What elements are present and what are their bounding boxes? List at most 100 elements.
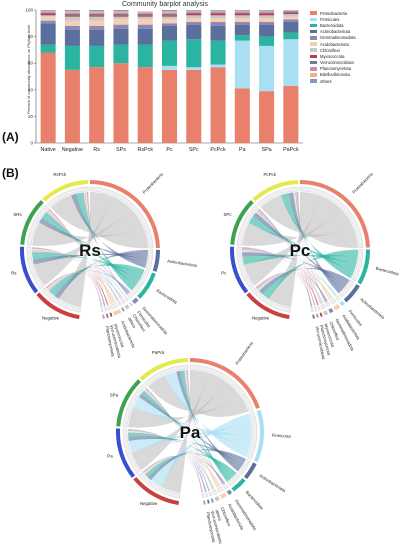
chord-ribbon <box>128 436 245 466</box>
chord-taxon-track <box>127 292 135 299</box>
legend-swatch <box>310 73 317 77</box>
bar-segment-verrucomicrobiota <box>40 12 56 14</box>
chord-taxon-track <box>132 269 150 295</box>
chord-taxon-track <box>124 296 129 302</box>
chord-taxon-label: Actinobacteriota <box>359 297 386 320</box>
bar-segment-chloroflexi <box>210 15 226 18</box>
chord-taxon-arc <box>253 409 264 463</box>
chord-taxon-label: Bacteroidota <box>375 266 400 277</box>
chord-sample-arc <box>36 292 80 320</box>
x-tick-label: SPa <box>261 147 271 153</box>
chord-taxon-track <box>317 305 321 311</box>
chord-sample-track <box>237 204 259 246</box>
chord-ribbon <box>48 270 131 293</box>
chord-taxon-label: others <box>127 316 137 329</box>
chord-diagrams: Negative Rs SRs RsPck Proteobacteria Actinoba… <box>11 171 400 545</box>
bar-segment-chloroflexi <box>283 13 299 17</box>
bar-segment-verrucomicrobiota <box>186 12 202 14</box>
chord-ribbon <box>288 192 342 294</box>
bar-segment-bacteroidota <box>113 44 129 64</box>
chord-taxon-track <box>247 411 258 460</box>
chord-sample-track <box>27 204 49 246</box>
bar-segment-bdellovibrionota <box>210 10 226 12</box>
chord-sample-arc <box>19 246 39 294</box>
chord-ribbon <box>257 271 334 299</box>
bar-segment-acidobacteriota <box>259 17 275 22</box>
bar-segment-actinobacteriota <box>161 25 178 41</box>
bar-segment-bdellovibrionota <box>186 10 202 12</box>
x-tick-label: PcPck <box>210 147 226 153</box>
legend-swatch <box>310 36 317 40</box>
chord-taxon-label: Planctomycetota <box>105 326 116 358</box>
bar-segment-actinobacteriota <box>283 21 299 33</box>
bar-segment-proteobacteria <box>259 91 275 143</box>
bar-segment-myxococcota <box>234 13 250 16</box>
bar-segment-proteobacteria <box>89 67 105 143</box>
chord-ribbon <box>32 208 144 246</box>
bar-segment-gemmatimonadota <box>186 21 202 25</box>
chord-taxon-track <box>107 305 111 311</box>
chord-sample-label: SPa <box>110 392 119 397</box>
bar-segment-proteobacteria <box>137 67 153 143</box>
bar-segment-acidobacteriota <box>89 20 105 26</box>
bar-segment-actinobacteriota <box>40 23 56 45</box>
chord-diagram-pc: Negative Pc SPc PcPck Proteobacteria Bacteroi… <box>221 171 400 360</box>
chord-taxon-label: Bacteroidota <box>156 288 179 305</box>
bar-segment-verrucomicrobiota <box>259 12 275 14</box>
chord-center-label: Rs <box>79 241 101 260</box>
bar-segment-myxococcota <box>137 15 153 17</box>
chord-ribbon <box>141 390 232 480</box>
legend-swatch <box>310 23 317 28</box>
bar-segment-planctomycetota <box>137 12 153 14</box>
bar-segment-acidobacteriota <box>186 17 202 22</box>
bar-segment-verrucomicrobiota <box>89 13 105 16</box>
chord-diagram-pa: Negative Pa SPa PaPck Proteobacteria Firmicut… <box>107 340 291 545</box>
chord-taxon-arc <box>105 313 109 318</box>
bar-segment-gemmatimonadota <box>89 25 105 30</box>
chord-ribbon <box>75 192 136 291</box>
bar-segment-others <box>186 10 202 11</box>
chord-taxon-track <box>110 302 119 310</box>
chord-sample-track <box>138 472 181 499</box>
bar-segment-planctomycetota <box>186 11 202 13</box>
chord-sample-arc <box>230 200 254 245</box>
bar-segment-others <box>210 10 226 11</box>
bar-segment-actinobacteriota <box>186 24 202 40</box>
chord-ribbon <box>262 249 358 299</box>
legend-item: Planctomycetota <box>310 66 402 72</box>
chord-taxon-track <box>314 306 318 312</box>
chord-taxon-arc <box>121 307 125 312</box>
x-tick-label: SPs <box>116 147 126 153</box>
bar-segment-chloroflexi <box>89 16 105 21</box>
bar-segment-bacteroidota <box>89 45 105 68</box>
stacked-bar-chart: 0 20 40 60 80 100 Native Negative Rs SPs RsPck Pc SP… <box>25 8 303 153</box>
bar-segment-bacteroidota <box>161 40 178 66</box>
chord-taxon-track <box>208 491 212 497</box>
panel-b-label: (B) <box>2 166 19 180</box>
chord-taxon-label: Actinobacteriota <box>167 258 198 268</box>
bar-segment-others <box>234 10 250 11</box>
chart-title: Community barplot analysis <box>122 1 208 8</box>
bar-segment-verrucomicrobiota <box>283 11 299 13</box>
chord-ribbon <box>143 455 221 487</box>
bar-segment-bdellovibrionota <box>64 11 80 13</box>
legend-item: Acidobacteriota <box>310 41 402 47</box>
legend: Proteobacteria Firmicutes Bacteroidota Acti… <box>310 10 402 84</box>
chord-taxon-arc <box>312 314 315 319</box>
bar-segment-acidobacteriota <box>210 17 226 22</box>
bar-segment-acidobacteriota <box>64 20 80 26</box>
bar-segment-verrucomicrobiota <box>137 13 153 16</box>
bar-segment-planctomycetota <box>40 11 56 13</box>
legend-label: Planctomycetota <box>320 66 351 72</box>
bar-segment-chloroflexi <box>161 16 178 20</box>
chord-center-label: Pc <box>290 241 311 260</box>
chord-taxon-track <box>335 295 341 301</box>
chord-taxon-track <box>205 492 209 498</box>
chord-taxon-arc <box>124 304 130 310</box>
chord-ribbon <box>33 196 131 286</box>
bar-segment-actinobacteriota <box>234 24 250 36</box>
chord-taxon-arc <box>206 499 210 504</box>
legend-swatch <box>310 42 317 46</box>
chord-taxon-arc <box>333 304 341 311</box>
chord-taxon-arc <box>152 249 160 272</box>
